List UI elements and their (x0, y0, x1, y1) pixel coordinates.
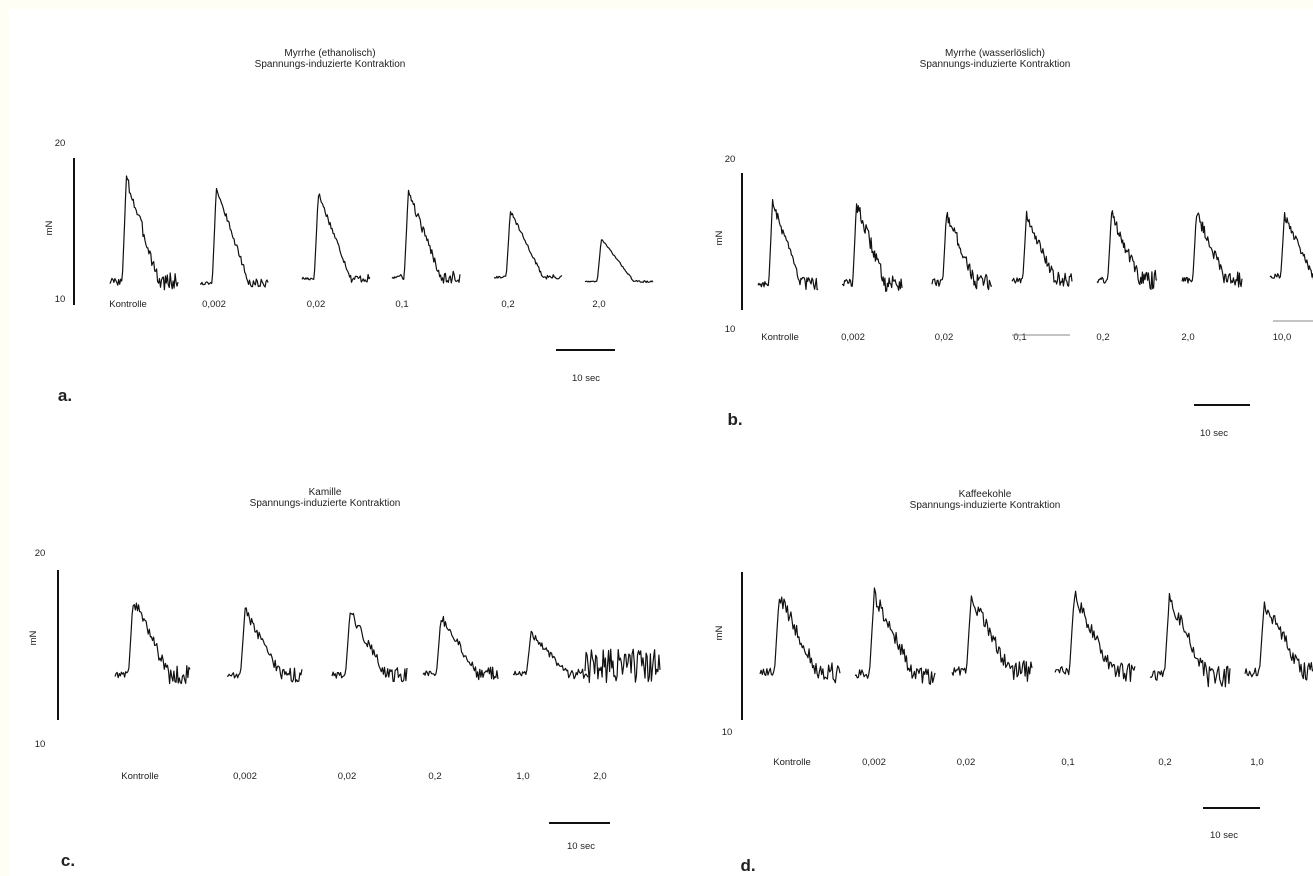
concentration-label: 0,2 (1158, 757, 1171, 768)
concentration-label: 10,0 (1273, 332, 1292, 343)
contraction-trace (1181, 212, 1243, 288)
concentration-label: 0,1 (1061, 757, 1074, 768)
time-scale-label: 10 sec (1210, 830, 1238, 841)
panel-letter: a. (58, 386, 72, 405)
contraction-trace (759, 596, 841, 684)
concentration-label: Kontrolle (773, 757, 811, 768)
y-axis-label: mN (714, 230, 725, 245)
contraction-trace (854, 587, 936, 685)
contraction-trace (951, 595, 1033, 682)
y-tick-label: 20 (55, 138, 66, 149)
y-tick-label: 20 (35, 548, 46, 559)
concentration-label: 0,1 (395, 299, 408, 310)
panel-title-line: Kamille (309, 487, 342, 498)
y-axis-label: mN (44, 220, 55, 235)
contraction-trace (109, 175, 179, 291)
panel-1: Myrrhe (ethanolisch)Spannungs-induzierte… (44, 48, 654, 405)
concentration-label: 0,002 (233, 771, 257, 782)
contraction-trace (1054, 590, 1136, 683)
concentration-label: 0,002 (841, 332, 865, 343)
concentration-label: 0,002 (202, 299, 226, 310)
contraction-trace (331, 612, 408, 683)
contraction-trace (757, 199, 819, 291)
concentration-label: 0,1 (1013, 332, 1026, 343)
panel-title-line: Kaffeekohle (959, 489, 1012, 500)
contraction-trace (226, 607, 303, 683)
concentration-label: Kontrolle (109, 299, 147, 310)
panel-letter: d. (740, 856, 755, 875)
concentration-label: Kontrolle (121, 771, 159, 782)
y-tick-label: 20 (725, 154, 736, 165)
concentration-label: 0,02 (338, 771, 357, 782)
contraction-trace (1244, 601, 1313, 681)
time-scale-label: 10 sec (567, 841, 595, 852)
contraction-trace (493, 211, 563, 280)
y-tick-label: 10 (725, 324, 736, 335)
contraction-trace (841, 203, 903, 292)
panel-title-line: Spannungs-induzierte Kontraktion (255, 59, 406, 70)
panel-title-line: Spannungs-induzierte Kontraktion (250, 498, 401, 509)
concentration-label: 2,0 (1181, 332, 1194, 343)
contraction-trace (1096, 210, 1158, 290)
concentration-label: Kontrolle (761, 332, 799, 343)
contraction-trace (931, 211, 993, 291)
concentration-label: 0,02 (935, 332, 954, 343)
concentration-label: 0,02 (307, 299, 326, 310)
contraction-trace (512, 630, 589, 680)
y-tick-label: 10 (55, 294, 66, 305)
y-axis-label: mN (714, 625, 725, 640)
y-tick-label: 10 (35, 739, 46, 750)
contraction-trace (1269, 212, 1313, 281)
concentration-label: 0,2 (1096, 332, 1109, 343)
concentration-label: 2,0 (593, 771, 606, 782)
y-tick-label: 10 (722, 727, 733, 738)
concentration-label: 1,0 (1250, 757, 1263, 768)
panel-title-line: Spannungs-induzierte Kontraktion (920, 59, 1071, 70)
concentration-label: 0,02 (957, 757, 976, 768)
panel-letter: b. (727, 410, 742, 429)
contraction-trace (391, 189, 461, 284)
panel-title-line: Myrrhe (ethanolisch) (284, 48, 375, 59)
concentration-label: 0,2 (501, 299, 514, 310)
contraction-trace (584, 648, 661, 684)
contraction-trace (1149, 592, 1231, 688)
time-scale-label: 10 sec (1200, 428, 1228, 439)
contraction-trace (1011, 210, 1073, 287)
contraction-trace (422, 615, 499, 681)
figure-canvas: Myrrhe (ethanolisch) Spannungs-induzierte… (9, 9, 1313, 876)
contraction-traces-figure: Myrrhe (ethanolisch)Spannungs-induzierte… (28, 48, 1313, 875)
panel-2: Myrrhe (wasserlöslich)Spannungs-induzier… (714, 48, 1313, 439)
concentration-label: 2,0 (592, 299, 605, 310)
contraction-trace (584, 239, 654, 284)
panel-title-line: Myrrhe (wasserlöslich) (945, 48, 1045, 59)
y-axis-label: mN (28, 630, 39, 645)
panel-letter: c. (61, 851, 75, 870)
time-scale-label: 10 sec (572, 373, 600, 384)
concentration-label: 0,002 (862, 757, 886, 768)
concentration-label: 0,2 (428, 771, 441, 782)
concentration-label: 1,0 (516, 771, 529, 782)
contraction-trace (301, 193, 371, 283)
contraction-trace (199, 187, 269, 288)
panel-title-line: Spannungs-induzierte Kontraktion (910, 500, 1061, 511)
contraction-trace (114, 602, 191, 685)
